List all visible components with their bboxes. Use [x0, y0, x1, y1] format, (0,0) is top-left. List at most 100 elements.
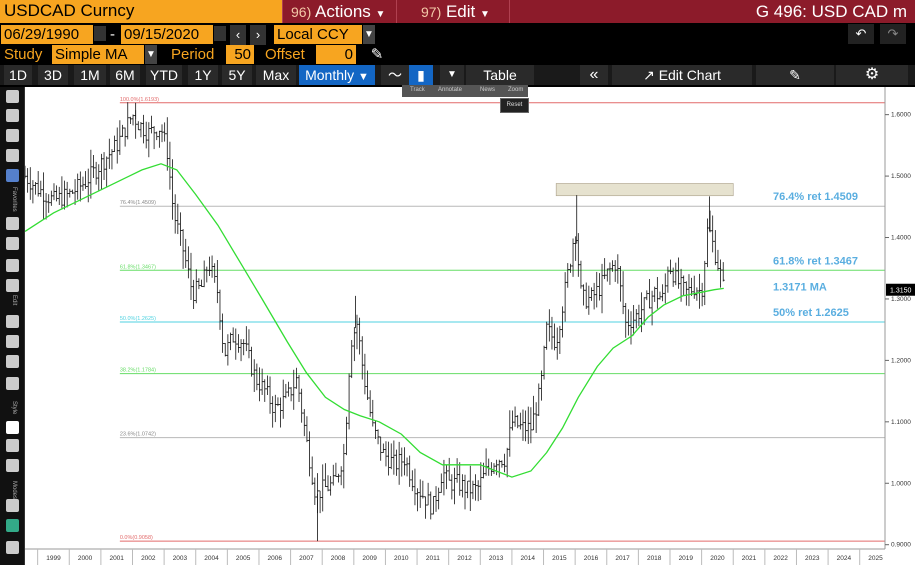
edit-chart-button[interactable]: ↗ Edit Chart	[612, 65, 752, 85]
offset-input[interactable]: 0	[316, 45, 356, 64]
range-6m[interactable]: 6M	[110, 65, 140, 85]
period-input[interactable]: 50	[226, 45, 254, 64]
range-3d[interactable]: 3D	[38, 65, 68, 85]
annotation-label: 76.4% ret 1.4509	[773, 191, 858, 203]
gear-icon[interactable]: ⚙	[836, 65, 908, 85]
popup-track[interactable]: Track	[410, 87, 425, 93]
y-tick-label: 1.0000	[891, 480, 911, 487]
popup-zoom[interactable]: Zoom	[508, 87, 524, 93]
color-swatch-icon[interactable]	[6, 421, 19, 434]
x-tick-label: 2000	[78, 555, 93, 562]
frequency-select[interactable]: Monthly ▼	[299, 65, 375, 85]
range-1m[interactable]: 1M	[74, 65, 106, 85]
trendline-icon[interactable]	[6, 109, 19, 122]
double-chevron-left-icon[interactable]: «	[580, 65, 608, 85]
redo-icon[interactable]: ↷	[880, 24, 906, 44]
x-tick-label: 2022	[773, 555, 788, 562]
range-5y[interactable]: 5Y	[222, 65, 252, 85]
x-tick-label: 2005	[236, 555, 251, 562]
prev-arrow-icon[interactable]: ‹	[230, 25, 246, 45]
brush-icon[interactable]	[6, 279, 19, 292]
moving-average	[25, 163, 724, 478]
y-axis: 0.9000 1.0000 1.1000 1.2000 1.3000 1.4000 1.50…	[884, 87, 915, 549]
chevron-down-icon[interactable]: ▼	[363, 25, 375, 44]
x-tick-label: 2015	[552, 555, 567, 562]
resistance-zone	[555, 183, 734, 197]
end-date-input[interactable]: 09/15/2020	[121, 25, 213, 44]
delete-icon[interactable]	[6, 335, 19, 348]
edit-menu[interactable]: 97) Edit ▼	[396, 0, 510, 23]
chevron-down-icon: ▼	[358, 71, 369, 83]
palette-icon[interactable]	[6, 519, 19, 532]
x-tick-label: 2006	[268, 555, 283, 562]
favorites-label: Favorites	[11, 187, 17, 212]
chart-icon: ↗	[643, 67, 655, 83]
fib-label: 76.4%(1.4509)	[120, 200, 156, 206]
table-button[interactable]: Table	[466, 65, 534, 85]
line-tool-icon[interactable]	[6, 217, 19, 230]
security-field[interactable]: USDCAD Curncy	[0, 0, 282, 23]
x-tick-label: 2002	[141, 555, 156, 562]
x-tick-label: 2016	[584, 555, 599, 562]
annotate-icon[interactable]: ✎	[756, 65, 834, 85]
price-bars	[25, 102, 725, 542]
edit-num: 97)	[421, 4, 442, 20]
line-style-icon[interactable]	[6, 459, 19, 472]
study-select[interactable]: Simple MA	[52, 45, 144, 64]
date-separator: -	[110, 26, 115, 43]
line-width-icon[interactable]	[6, 439, 19, 452]
y-tick-label: 0.9000	[891, 542, 911, 549]
cursor-icon[interactable]	[6, 90, 19, 103]
annotation-label: 61.8% ret 1.3467	[773, 255, 858, 267]
pen-icon[interactable]: ✎	[370, 46, 384, 63]
chevron-down-icon[interactable]: ▼	[440, 65, 464, 85]
pencil-icon[interactable]	[6, 377, 19, 390]
next-arrow-icon[interactable]: ›	[250, 25, 266, 45]
y-tick-label: 1.1000	[891, 419, 911, 426]
fib-label: 50.0%(1.2625)	[120, 316, 156, 322]
fib-label: 61.8%(1.3467)	[120, 264, 156, 270]
reset-button[interactable]: Reset	[500, 98, 529, 113]
undo-icon[interactable]: ↶	[848, 24, 874, 44]
price-chart[interactable]: 100.0%(1.6193) 76.4%(1.4509) 61.8%(1.3467)…	[25, 87, 915, 565]
y-tick-label: 1.5000	[891, 173, 911, 180]
bar-chart-icon[interactable]: ▮	[409, 65, 433, 85]
edit-label: Edit	[11, 295, 17, 306]
channel-icon[interactable]	[6, 259, 19, 272]
x-tick-label: 2014	[520, 555, 535, 562]
text-icon[interactable]	[6, 129, 19, 142]
magnet-icon[interactable]	[6, 499, 19, 512]
x-tick-label: 2018	[647, 555, 662, 562]
fib-label: 38.2%(1.1784)	[120, 368, 156, 374]
x-tick-label: 2023	[805, 555, 820, 562]
ma-line	[25, 163, 724, 478]
currency-select[interactable]: Local CCY	[274, 25, 362, 44]
last-price-label: 1.3150	[890, 288, 912, 295]
line-chart-icon[interactable]: 〜	[381, 65, 409, 85]
actions-label: Actions	[315, 2, 371, 21]
x-tick-label: 1999	[46, 555, 61, 562]
range-ytd[interactable]: YTD	[146, 65, 182, 85]
style-label: Style	[11, 401, 17, 415]
range-max[interactable]: Max	[256, 65, 296, 85]
x-axis: 1999 2000 2001 2002 2003 2004 2005 2006 2007 2008…	[25, 548, 885, 565]
hline-icon[interactable]	[6, 237, 19, 250]
x-tick-label: 2017	[615, 555, 630, 562]
range-1d[interactable]: 1D	[4, 65, 32, 85]
fibonacci-icon[interactable]	[6, 149, 19, 162]
x-tick-label: 2010	[394, 555, 409, 562]
y-tick-label: 1.4000	[891, 235, 911, 242]
actions-menu[interactable]: 96) Actions ▼	[282, 0, 396, 23]
range-1y[interactable]: 1Y	[188, 65, 218, 85]
settings-icon[interactable]	[6, 541, 19, 554]
x-tick-label: 2019	[679, 555, 694, 562]
calendar-icon[interactable]	[214, 26, 226, 41]
bar-tool-icon[interactable]	[6, 169, 19, 182]
calendar-icon[interactable]	[94, 26, 106, 41]
chevron-down-icon[interactable]: ▼	[145, 45, 157, 64]
popup-annotate[interactable]: Annotate	[438, 87, 463, 93]
popup-news[interactable]: News	[480, 87, 496, 93]
move-icon[interactable]	[6, 315, 19, 328]
start-date-input[interactable]: 06/29/1990	[1, 25, 93, 44]
copy-icon[interactable]	[6, 355, 19, 368]
